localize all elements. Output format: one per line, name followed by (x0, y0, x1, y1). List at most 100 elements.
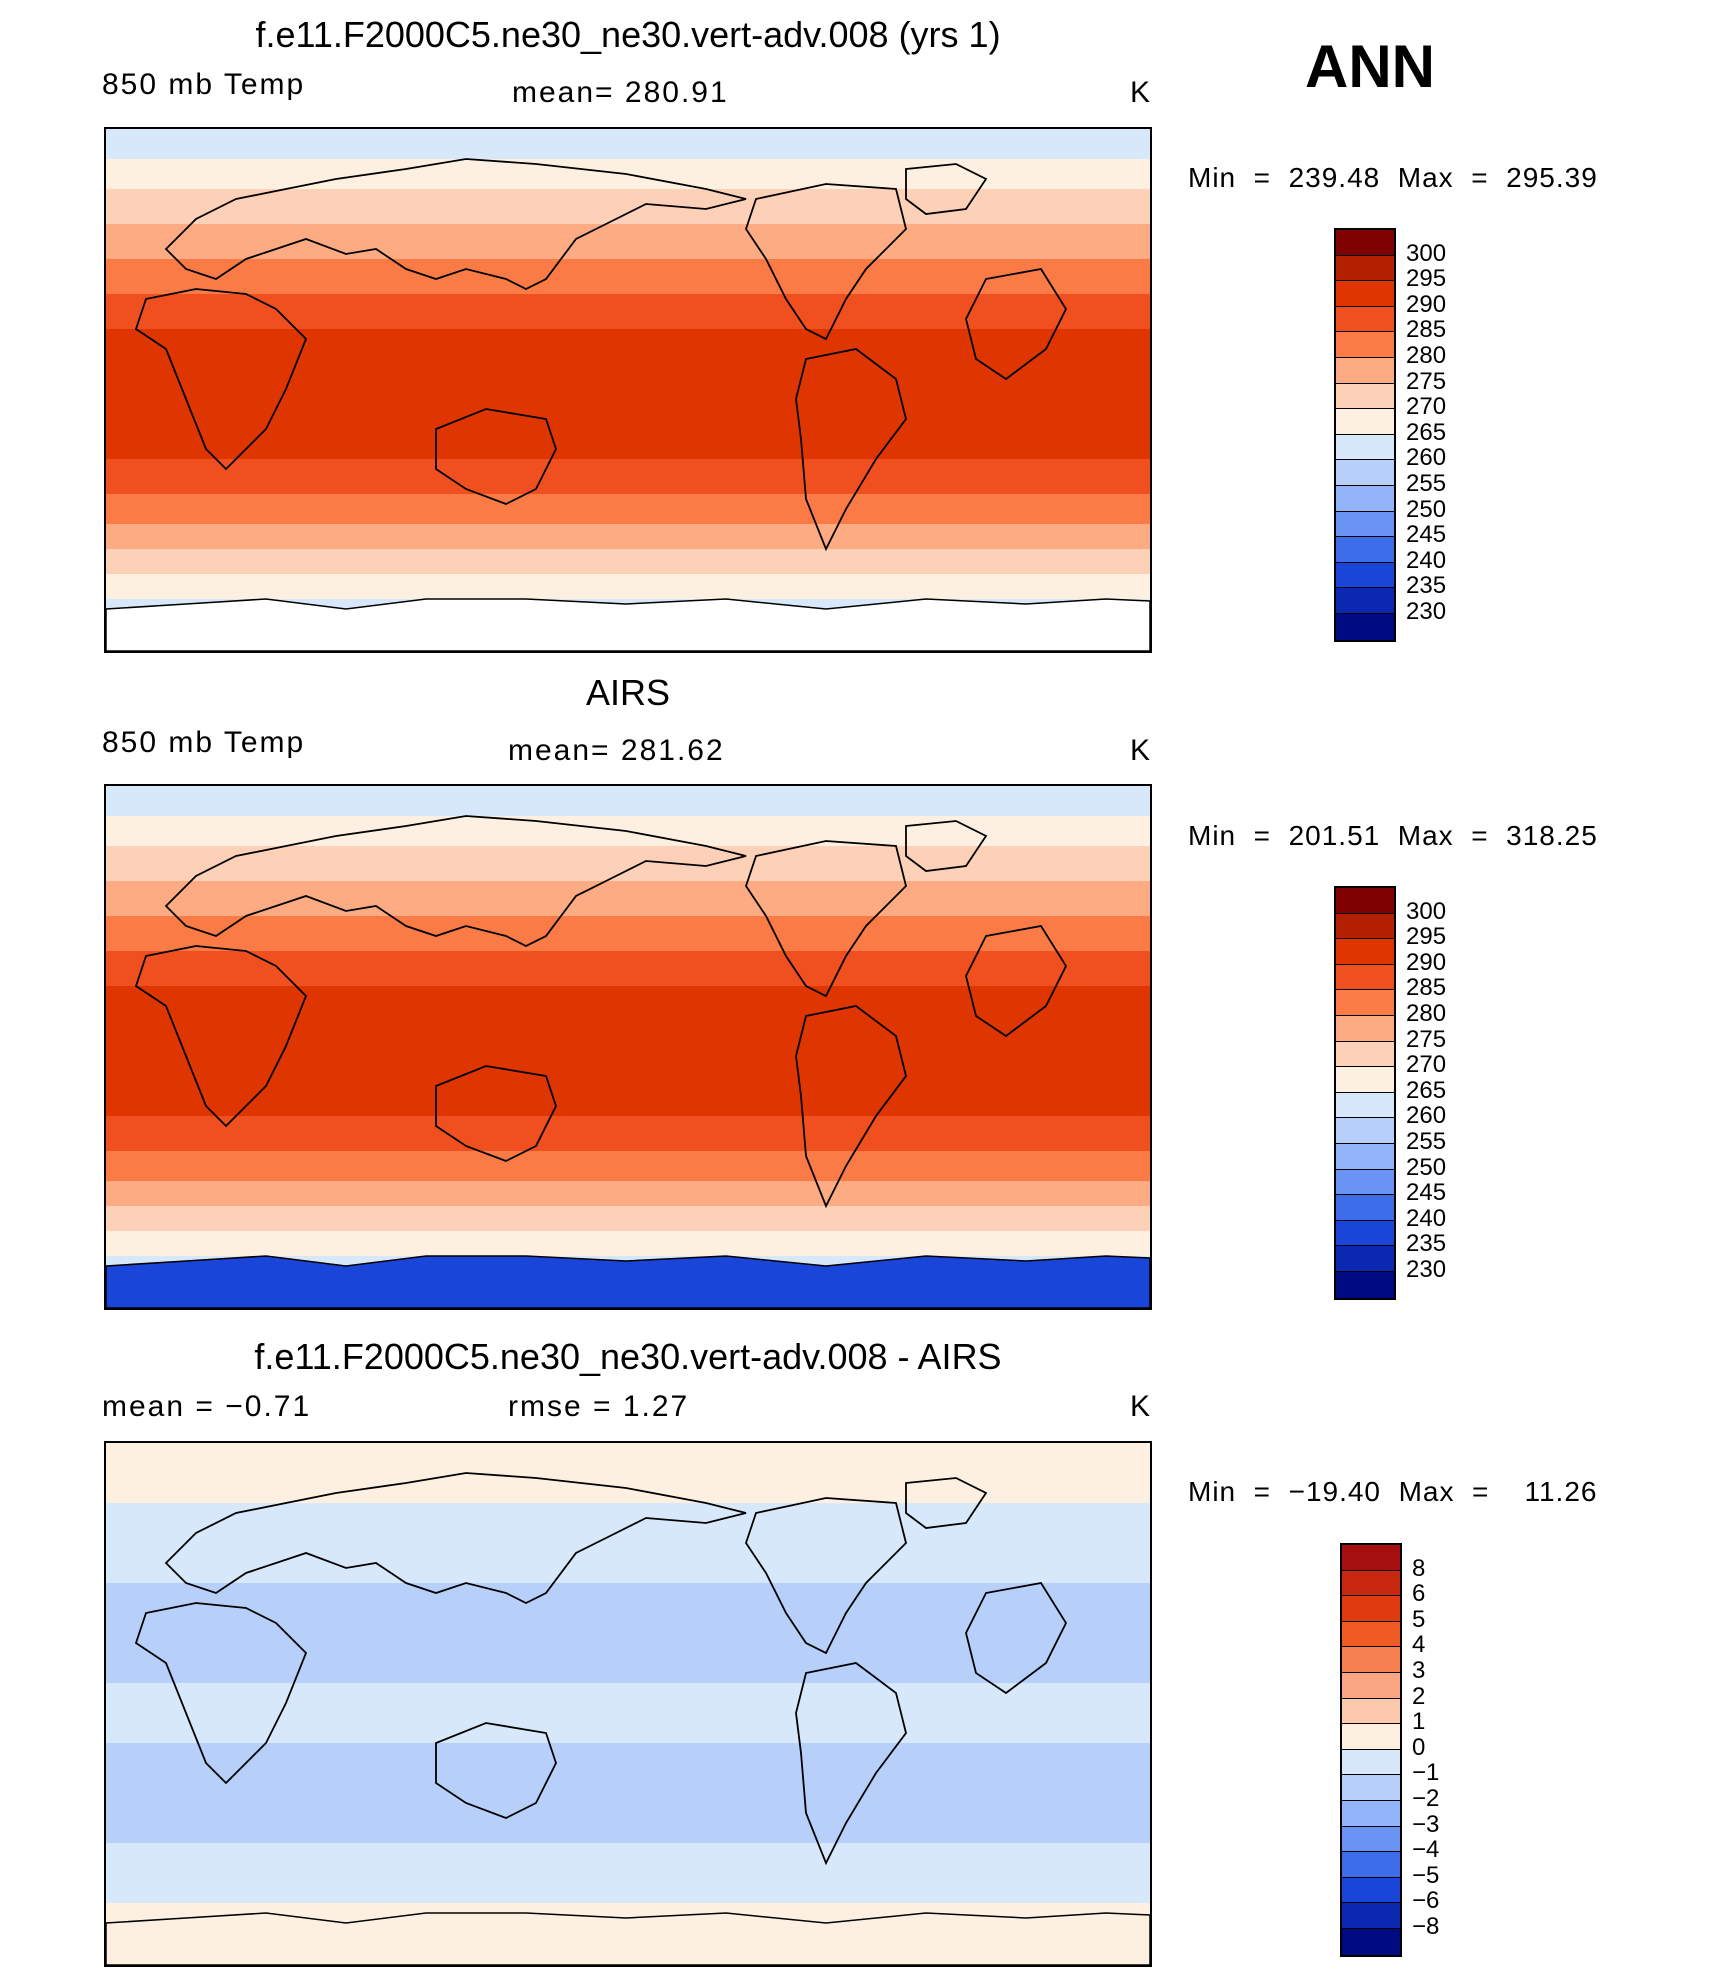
coastline (435, 1722, 557, 1819)
units-label: K (1130, 1390, 1153, 1423)
mean-label: mean= 280.91 (512, 76, 729, 109)
coastline (134, 945, 308, 1128)
map-canvas (106, 1443, 1150, 1965)
contour-band (106, 1231, 1150, 1256)
legend-swatch (1336, 1195, 1394, 1221)
legend-label: 300 (1406, 897, 1447, 925)
contour-band (106, 129, 1150, 159)
legend-label: −4 (1412, 1836, 1440, 1864)
legend-label: 8 (1412, 1554, 1426, 1582)
legend-swatch (1336, 1067, 1394, 1093)
legend-label: 275 (1406, 1025, 1447, 1053)
legend-swatch (1342, 1647, 1400, 1673)
rmse-label: rmse = 1.27 (508, 1390, 690, 1423)
contour-band (106, 786, 1150, 816)
legend-label: −8 (1412, 1913, 1440, 1940)
legend-swatch (1336, 1169, 1394, 1196)
legend-label: 290 (1406, 948, 1447, 976)
legend-swatch (1342, 1877, 1400, 1904)
coastline (134, 288, 308, 471)
legend-swatch (1342, 1852, 1400, 1878)
contour-band (106, 459, 1150, 494)
legend-label: 280 (1406, 342, 1447, 369)
legend-label: 275 (1406, 367, 1447, 395)
world-map (104, 784, 1152, 1310)
contour-band (106, 294, 1150, 329)
legend-label: −1 (1412, 1759, 1440, 1787)
legend-label: 0 (1412, 1733, 1426, 1761)
contour-band (106, 881, 1150, 916)
contour-band (106, 1743, 1150, 1843)
legend-label: 250 (1406, 495, 1447, 523)
mean-label: mean= 281.62 (508, 734, 725, 767)
coastline (795, 1005, 907, 1209)
legend-label: −5 (1412, 1861, 1440, 1889)
legend-swatch (1336, 964, 1394, 991)
contour-band (106, 549, 1150, 574)
coastline (905, 1477, 988, 1529)
legend-swatch (1342, 1928, 1400, 1955)
antarctica-outline (106, 598, 1150, 651)
legend-swatch (1336, 1271, 1394, 1298)
contour-band (106, 494, 1150, 524)
legend-swatch (1342, 1698, 1400, 1725)
coastline (164, 158, 747, 291)
legend-label: 240 (1406, 1204, 1447, 1232)
coastline (905, 163, 988, 215)
coastline (905, 820, 988, 872)
legend-label: 285 (1406, 316, 1447, 344)
legend-label: −6 (1412, 1887, 1440, 1915)
contour-band (106, 951, 1150, 986)
legend-label: 295 (1406, 265, 1447, 293)
legend-label: 295 (1406, 923, 1447, 951)
legend-swatch (1336, 409, 1394, 435)
coastline (164, 815, 747, 948)
legend-swatch (1336, 357, 1394, 384)
legend-swatch (1336, 434, 1394, 461)
legend-label: 265 (1406, 418, 1447, 446)
legend-swatch (1336, 588, 1394, 614)
coastline (965, 268, 1068, 381)
world-map (104, 1441, 1152, 1967)
legend-swatch (1342, 1775, 1400, 1801)
contour-band (106, 329, 1150, 459)
legend-label: 280 (1406, 1000, 1447, 1027)
legend-label: 235 (1406, 572, 1447, 600)
legend-swatch (1342, 1800, 1400, 1827)
coastline (795, 348, 907, 552)
min-max-label: Min = −19.40 Max = 11.26 (1188, 1476, 1598, 1507)
map-canvas (106, 786, 1150, 1308)
legend-label: 245 (1406, 521, 1447, 549)
legend-swatch (1336, 1220, 1394, 1247)
legend-swatch (1336, 1041, 1394, 1068)
coastline (745, 1497, 907, 1655)
coastline (134, 1602, 308, 1785)
coastline (435, 1065, 557, 1162)
legend-swatch (1342, 1672, 1400, 1699)
legend-swatch (1342, 1570, 1400, 1597)
variable-label: 850 mb Temp (102, 726, 306, 759)
legend-swatch (1336, 990, 1394, 1016)
legend-label: 285 (1406, 974, 1447, 1002)
legend-label: 230 (1406, 1256, 1447, 1283)
contour-band (106, 1151, 1150, 1181)
legend-label: 1 (1412, 1708, 1426, 1736)
legend-swatch (1336, 1092, 1394, 1119)
coastline (745, 840, 907, 998)
variable-label: 850 mb Temp (102, 68, 306, 101)
legend-swatch (1336, 939, 1394, 965)
coastline (965, 925, 1068, 1038)
legend-swatch (1336, 460, 1394, 486)
world-map (104, 127, 1152, 653)
units-label: K (1130, 76, 1153, 109)
contour-band (106, 916, 1150, 951)
legend-swatch (1336, 255, 1394, 282)
legend-swatch (1342, 1749, 1400, 1776)
legend-swatch (1336, 888, 1394, 914)
contour-band (106, 224, 1150, 259)
legend-swatch (1336, 306, 1394, 333)
legend-label: 230 (1406, 598, 1447, 625)
map-canvas (106, 129, 1150, 651)
coastline (965, 1582, 1068, 1695)
min-max-label: Min = 239.48 Max = 295.39 (1188, 162, 1598, 193)
